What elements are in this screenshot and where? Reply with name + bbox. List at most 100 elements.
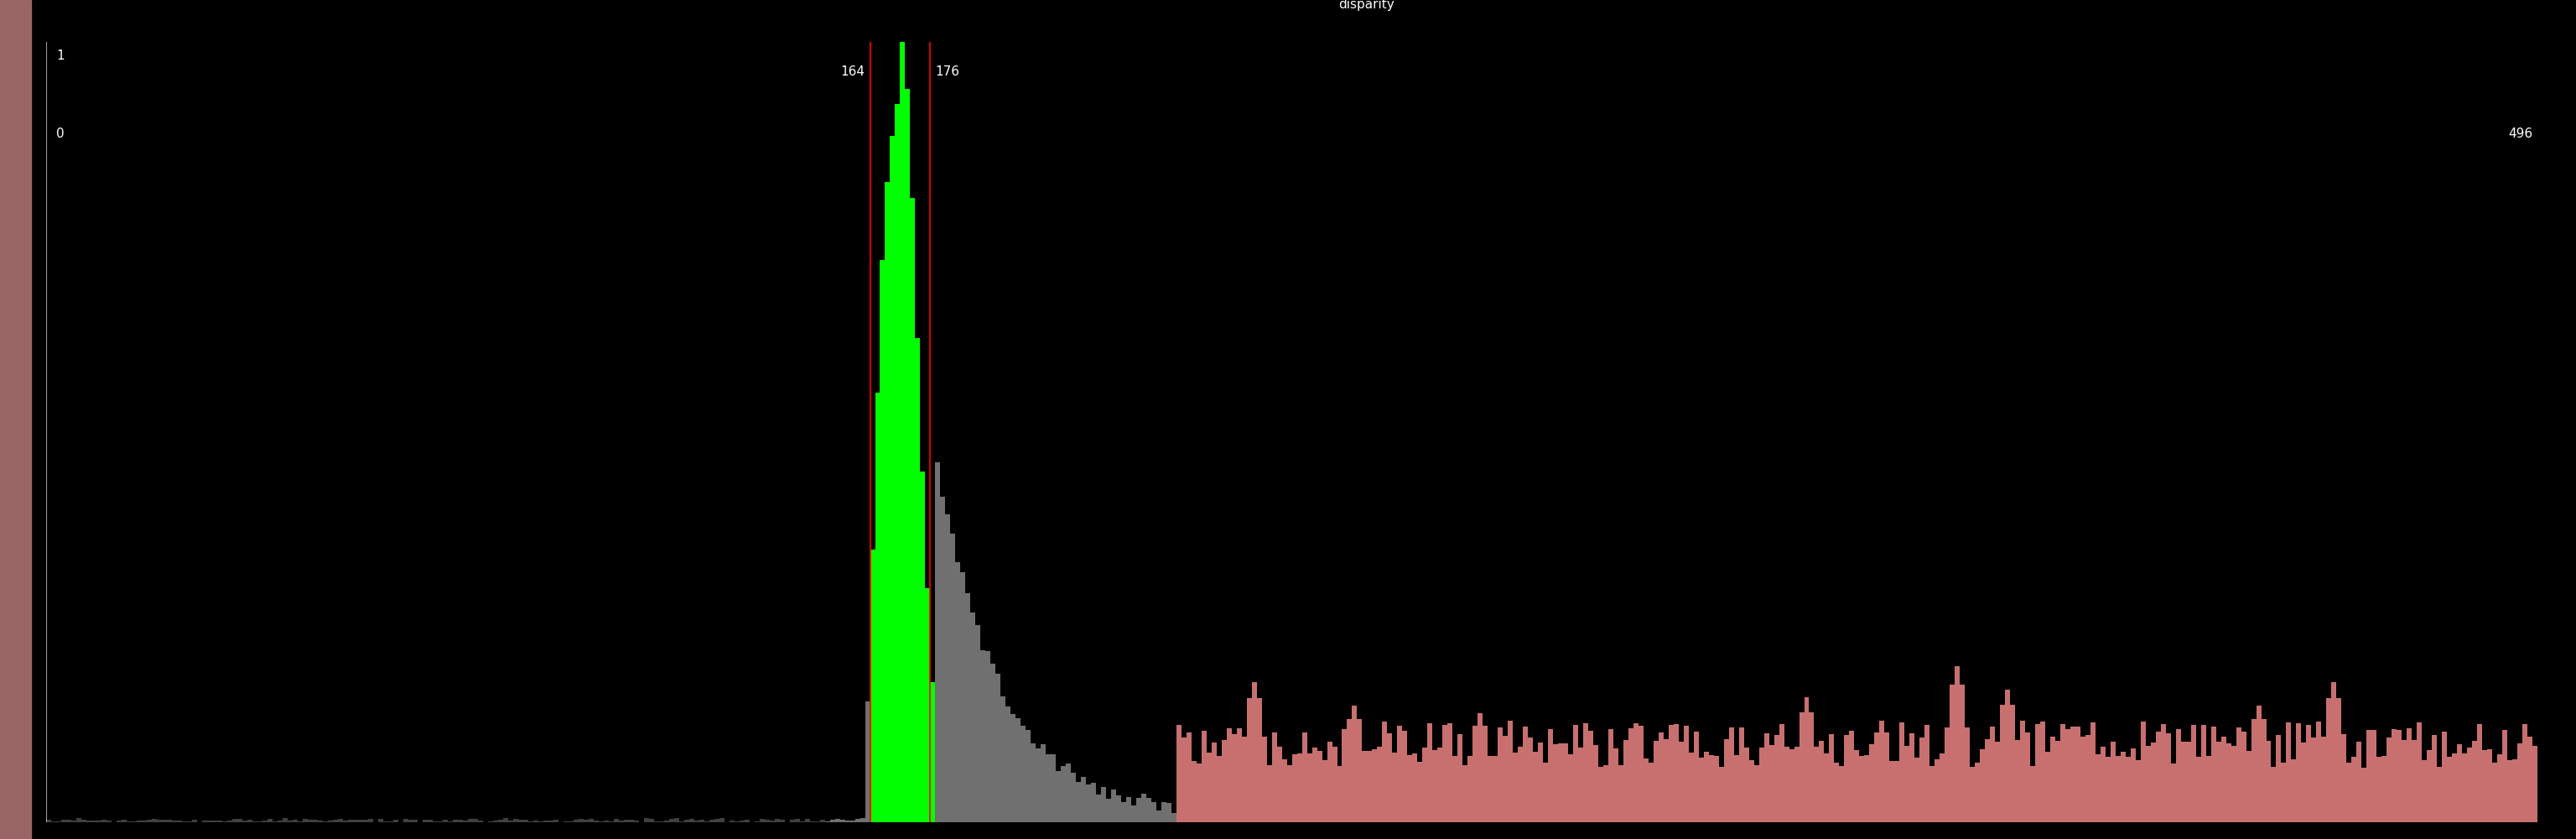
Bar — [2362, 768, 2367, 822]
Bar — [1453, 756, 1458, 822]
Bar — [237, 819, 242, 822]
Bar — [1638, 726, 1643, 822]
Bar — [57, 821, 62, 822]
Bar — [1664, 739, 1669, 822]
Bar — [1236, 728, 1242, 822]
Bar — [1095, 795, 1100, 822]
Bar — [1680, 742, 1685, 822]
Bar — [1517, 747, 1522, 822]
Bar — [142, 821, 147, 822]
Bar — [2215, 742, 2221, 822]
Bar — [2267, 741, 2272, 822]
Bar — [1066, 763, 1072, 822]
Bar — [1875, 732, 1880, 822]
Bar — [2432, 735, 2437, 822]
Bar — [1780, 724, 1785, 822]
Bar — [312, 820, 317, 822]
Bar — [495, 821, 497, 822]
Bar — [1172, 813, 1177, 822]
Bar — [2177, 729, 2182, 822]
Bar — [100, 820, 106, 822]
Bar — [1633, 723, 1638, 822]
Bar — [2056, 741, 2061, 822]
Bar — [1785, 747, 1790, 822]
Bar — [1589, 731, 1592, 822]
Bar — [793, 819, 799, 822]
Bar — [1865, 755, 1870, 822]
Bar — [2357, 742, 2362, 822]
Bar — [1574, 725, 1579, 822]
Bar — [860, 818, 866, 822]
Bar — [1087, 784, 1092, 822]
Bar — [1528, 737, 1533, 822]
Bar — [2427, 750, 2432, 822]
Bar — [1592, 745, 1597, 822]
Bar — [675, 818, 680, 822]
Bar — [1311, 748, 1316, 822]
Bar — [1252, 682, 1257, 822]
Bar — [368, 819, 374, 822]
Bar — [1020, 726, 1025, 822]
Bar — [1157, 810, 1162, 822]
Bar — [2141, 722, 2146, 822]
Bar — [1543, 763, 1548, 822]
Bar — [1965, 727, 1971, 822]
Bar — [1363, 751, 1368, 822]
Bar — [1623, 740, 1628, 822]
Bar — [708, 820, 714, 822]
Bar — [2501, 730, 2506, 822]
Bar — [1463, 765, 1468, 822]
Bar — [951, 534, 956, 822]
Bar — [1492, 756, 1497, 822]
Bar — [88, 821, 93, 822]
Text: disparity: disparity — [1340, 0, 1394, 11]
Bar — [994, 674, 999, 822]
Bar — [1273, 732, 1278, 822]
Bar — [659, 821, 665, 822]
Bar — [1484, 726, 1489, 822]
Bar — [1548, 729, 1553, 822]
Bar — [227, 821, 232, 822]
Bar — [1829, 734, 1834, 822]
Bar — [162, 820, 167, 822]
Bar — [2383, 756, 2388, 822]
Bar — [52, 821, 57, 822]
Bar — [1216, 756, 1221, 822]
Bar — [1698, 758, 1703, 822]
Bar — [469, 819, 474, 822]
Bar — [2473, 741, 2478, 822]
Bar — [301, 819, 307, 822]
Bar — [358, 820, 363, 822]
Bar — [693, 821, 698, 822]
Bar — [2347, 763, 2352, 822]
Bar — [585, 820, 590, 822]
Bar — [479, 821, 484, 822]
Bar — [2452, 753, 2458, 822]
Bar — [2040, 722, 2045, 822]
Bar — [67, 820, 72, 822]
Bar — [77, 818, 82, 822]
Bar — [1316, 751, 1321, 822]
Bar — [2182, 742, 2187, 822]
Bar — [2336, 698, 2342, 822]
Bar — [850, 821, 855, 822]
Bar — [981, 650, 987, 822]
Bar — [1569, 754, 1574, 822]
Bar — [2442, 732, 2447, 822]
Bar — [2257, 705, 2262, 822]
Bar — [1824, 753, 1829, 822]
Bar — [992, 664, 994, 822]
Bar — [855, 819, 860, 822]
Bar — [1146, 798, 1151, 822]
Bar — [1247, 698, 1252, 822]
Bar — [613, 819, 618, 822]
Bar — [2517, 743, 2522, 822]
Bar — [649, 819, 654, 822]
Bar — [1193, 761, 1195, 822]
Bar — [1708, 755, 1713, 822]
Bar — [1288, 765, 1293, 822]
Bar — [1131, 805, 1136, 822]
Bar — [891, 136, 894, 822]
Bar — [729, 821, 734, 822]
Bar — [1468, 756, 1473, 822]
